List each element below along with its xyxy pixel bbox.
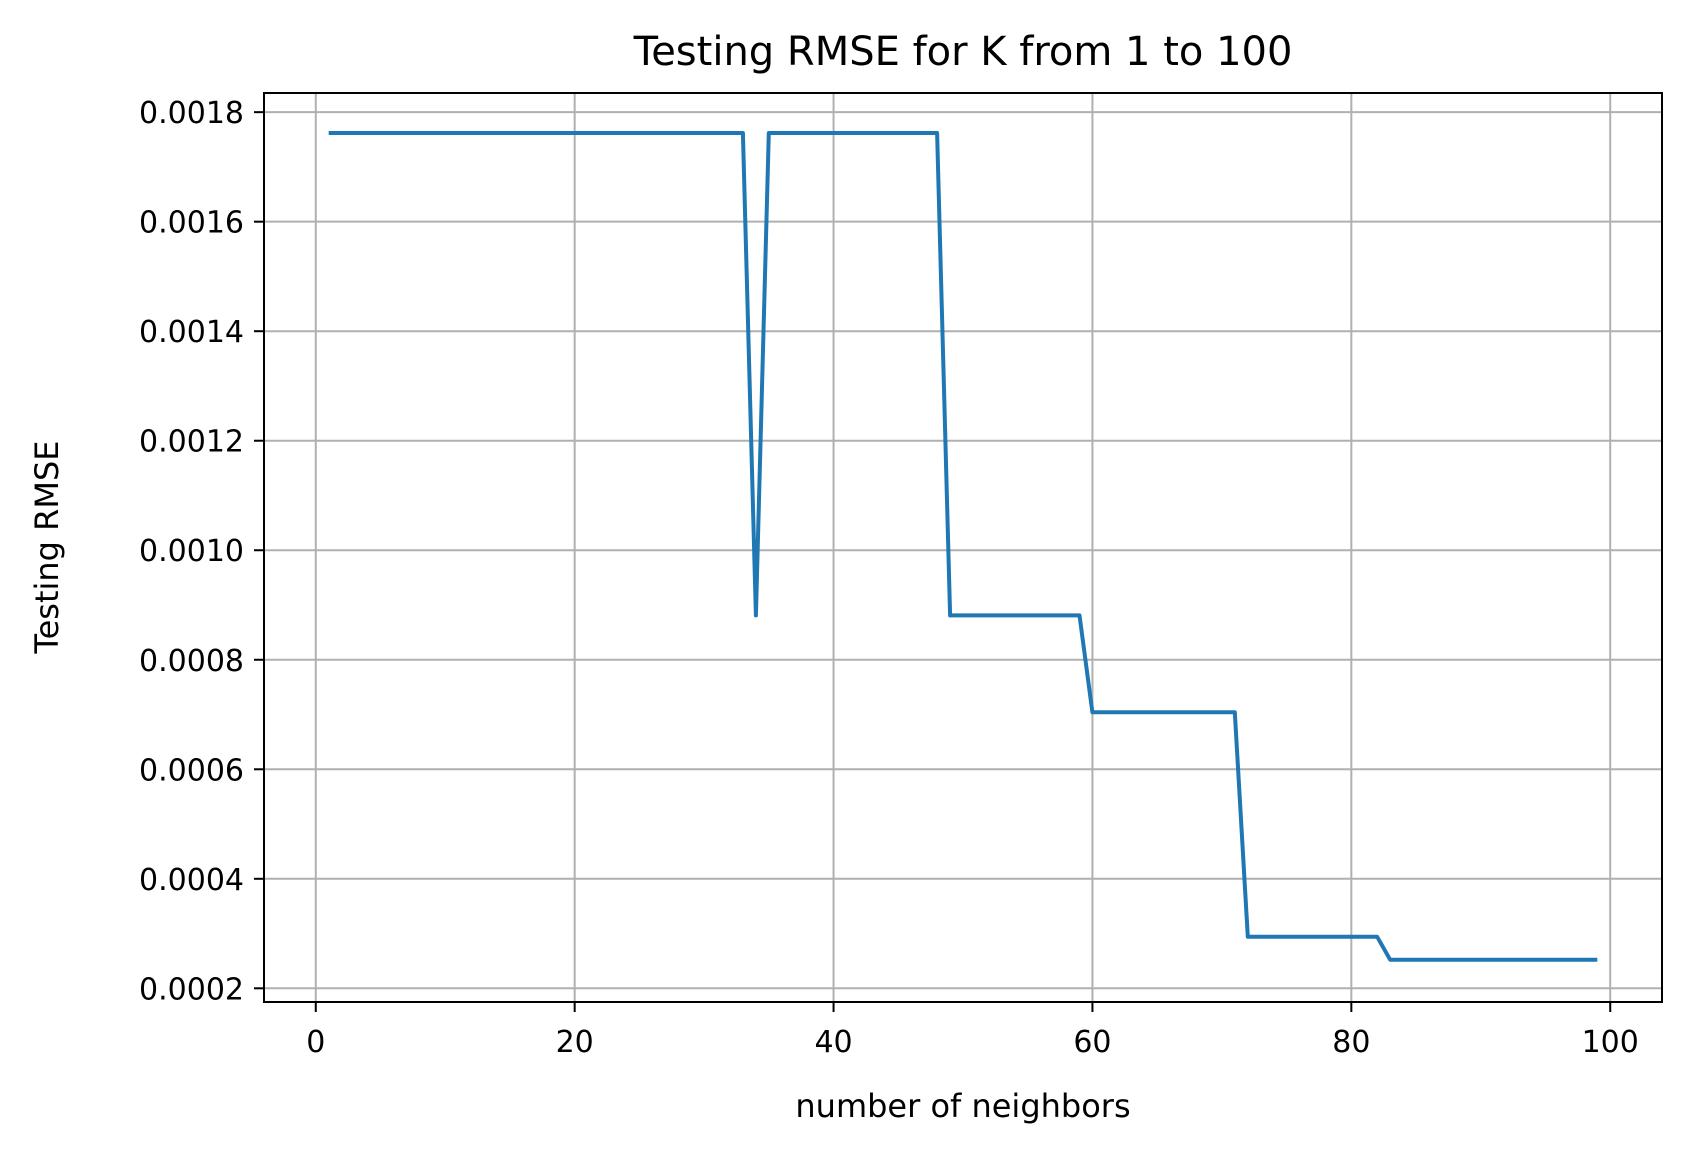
x-axis: 0 20 40 60 80 100: [306, 1002, 1639, 1060]
y-tick-label: 0.0008: [139, 644, 244, 679]
y-tick-label: 0.0018: [139, 96, 244, 131]
y-tick-label: 0.0016: [139, 206, 244, 241]
x-tick-label: 80: [1332, 1025, 1370, 1060]
x-tick-label: 0: [306, 1025, 325, 1060]
y-tick-label: 0.0006: [139, 753, 244, 788]
x-axis-label: number of neighbors: [795, 1087, 1130, 1125]
y-gridlines: [264, 111, 1662, 990]
plot-frame: [263, 92, 1663, 1003]
y-tick-label: 0.0002: [139, 972, 244, 1007]
y-tick-label: 0.0014: [139, 315, 244, 350]
y-axis: 0.0002 0.0004 0.0006 0.0008 0.0010 0.0012 0.00…: [139, 96, 264, 1007]
y-tick-label: 0.0004: [139, 863, 244, 898]
x-tick-label: 60: [1073, 1025, 1111, 1060]
y-axis-label: Testing RMSE: [28, 440, 66, 654]
y-tick-label: 0.0012: [139, 425, 244, 460]
x-gridlines: [314, 93, 1612, 1002]
x-tick-label: 20: [556, 1025, 594, 1060]
plot-area: [264, 93, 1662, 1002]
chart-title: Testing RMSE for K from 1 to 100: [633, 29, 1293, 75]
series-layer: [328, 131, 1598, 962]
x-tick-label: 40: [814, 1025, 852, 1060]
y-tick-label: 0.0010: [139, 534, 244, 569]
series-line: [328, 131, 1598, 962]
x-tick-label: 100: [1582, 1025, 1639, 1060]
